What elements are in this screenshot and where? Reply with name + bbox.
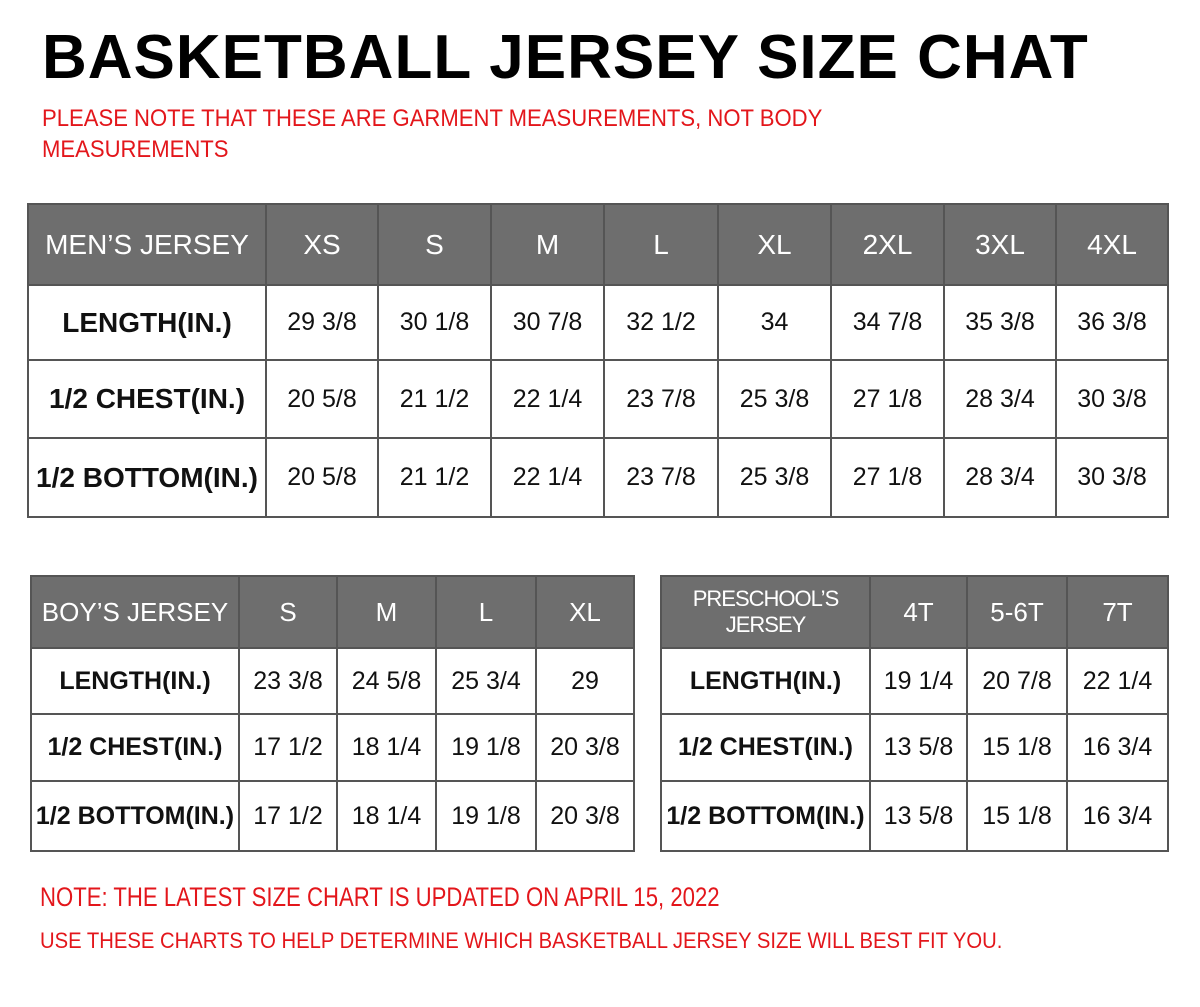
measurement-value: 20 7/8	[966, 647, 1068, 715]
measurement-value: 19 1/8	[435, 713, 537, 782]
measurement-value: 16 3/4	[1066, 713, 1169, 782]
size-header: S	[377, 203, 492, 286]
measurement-value: 15 1/8	[966, 713, 1068, 782]
measurement-value: 16 3/4	[1066, 780, 1169, 852]
measurement-value: 20 3/8	[535, 780, 635, 852]
measurement-value: 17 1/2	[238, 713, 338, 782]
measurement-value: 34 7/8	[830, 284, 945, 361]
measurement-value: 23 3/8	[238, 647, 338, 715]
measurement-label: 1/2 CHEST(IN.)	[27, 359, 267, 439]
measurement-value: 29 3/8	[265, 284, 379, 361]
measurement-value: 21 1/2	[377, 437, 492, 518]
size-header: S	[238, 575, 338, 649]
measurement-value: 36 3/8	[1055, 284, 1169, 361]
measurement-value: 22 1/4	[490, 359, 605, 439]
table-row: 1/2 BOTTOM(IN.) 20 5/8 21 1/2 22 1/4 23 7/8 2…	[27, 437, 1169, 518]
measurement-value: 28 3/4	[943, 437, 1057, 518]
table-title: MEN’S JERSEY	[27, 203, 267, 286]
header-row: PRESCHOOL’S JERSEY 4T 5-6T 7T	[660, 575, 1169, 649]
size-header: L	[603, 203, 719, 286]
size-header: 4XL	[1055, 203, 1169, 286]
measurement-value: 25 3/4	[435, 647, 537, 715]
table-title: BOY’S JERSEY	[30, 575, 240, 649]
size-header: 3XL	[943, 203, 1057, 286]
table-row: LENGTH(IN.) 19 1/4 20 7/8 22 1/4	[660, 647, 1169, 715]
size-header: M	[490, 203, 605, 286]
measurement-value: 30 7/8	[490, 284, 605, 361]
measurement-value: 15 1/8	[966, 780, 1068, 852]
measurement-label: 1/2 CHEST(IN.)	[30, 713, 240, 782]
measurement-value: 17 1/2	[238, 780, 338, 852]
boys-size-table: BOY’S JERSEY S M L XL LENGTH(IN.) 23 3/8 24 5/8…	[30, 575, 635, 852]
measurement-value: 25 3/8	[717, 359, 832, 439]
size-header: XL	[535, 575, 635, 649]
measurement-value: 28 3/4	[943, 359, 1057, 439]
measurement-label: 1/2 BOTTOM(IN.)	[660, 780, 871, 852]
measurement-value: 20 5/8	[265, 437, 379, 518]
update-note: NOTE: THE LATEST SIZE CHART IS UPDATED O…	[40, 882, 720, 912]
measurement-value: 20 3/8	[535, 713, 635, 782]
measurement-value: 18 1/4	[336, 713, 437, 782]
measurement-label: LENGTH(IN.)	[27, 284, 267, 361]
table-title: PRESCHOOL’S JERSEY	[660, 575, 871, 649]
size-header: 4T	[869, 575, 968, 649]
table-row: LENGTH(IN.) 29 3/8 30 1/8 30 7/8 32 1/2 34 34 …	[27, 284, 1169, 361]
header-row: MEN’S JERSEY XS S M L XL 2XL 3XL 4XL	[27, 203, 1169, 286]
measurement-value: 13 5/8	[869, 780, 968, 852]
size-header: L	[435, 575, 537, 649]
usage-note: USE THESE CHARTS TO HELP DETERMINE WHICH…	[40, 928, 1003, 953]
measurement-value: 30 3/8	[1055, 359, 1169, 439]
measurement-label: 1/2 BOTTOM(IN.)	[27, 437, 267, 518]
table-row: 1/2 BOTTOM(IN.) 17 1/2 18 1/4 19 1/8 20 3/8	[30, 780, 635, 852]
measurement-label: LENGTH(IN.)	[30, 647, 240, 715]
mens-size-table: MEN’S JERSEY XS S M L XL 2XL 3XL 4XL LENGTH(IN.) 2…	[27, 203, 1169, 518]
measurement-value: 24 5/8	[336, 647, 437, 715]
measurement-value: 13 5/8	[869, 713, 968, 782]
measurement-value: 30 3/8	[1055, 437, 1169, 518]
measurement-value: 22 1/4	[490, 437, 605, 518]
size-header: 7T	[1066, 575, 1169, 649]
measurement-label: 1/2 BOTTOM(IN.)	[30, 780, 240, 852]
size-header: XS	[265, 203, 379, 286]
size-header: 5-6T	[966, 575, 1068, 649]
measurement-value: 27 1/8	[830, 437, 945, 518]
measurement-value: 23 7/8	[603, 437, 719, 518]
measurement-value: 34	[717, 284, 832, 361]
table-row: 1/2 BOTTOM(IN.) 13 5/8 15 1/8 16 3/4	[660, 780, 1169, 852]
measurement-value: 30 1/8	[377, 284, 492, 361]
measurement-value: 29	[535, 647, 635, 715]
table-row: 1/2 CHEST(IN.) 17 1/2 18 1/4 19 1/8 20 3/8	[30, 713, 635, 782]
page-title: BASKETBALL JERSEY SIZE CHAT	[42, 23, 1089, 92]
measurement-value: 25 3/8	[717, 437, 832, 518]
size-header: 2XL	[830, 203, 945, 286]
measurement-value: 19 1/8	[435, 780, 537, 852]
measurement-label: 1/2 CHEST(IN.)	[660, 713, 871, 782]
measurement-value: 18 1/4	[336, 780, 437, 852]
size-header: M	[336, 575, 437, 649]
preschool-size-table: PRESCHOOL’S JERSEY 4T 5-6T 7T LENGTH(IN.) 19 …	[660, 575, 1169, 852]
measurement-value: 35 3/8	[943, 284, 1057, 361]
measurement-label: LENGTH(IN.)	[660, 647, 871, 715]
table-row: 1/2 CHEST(IN.) 20 5/8 21 1/2 22 1/4 23 7/8 25…	[27, 359, 1169, 439]
garment-note: PLEASE NOTE THAT THESE ARE GARMENT MEASU…	[42, 105, 822, 163]
measurement-value: 32 1/2	[603, 284, 719, 361]
measurement-value: 20 5/8	[265, 359, 379, 439]
measurement-value: 23 7/8	[603, 359, 719, 439]
table-row: 1/2 CHEST(IN.) 13 5/8 15 1/8 16 3/4	[660, 713, 1169, 782]
header-row: BOY’S JERSEY S M L XL	[30, 575, 635, 649]
size-header: XL	[717, 203, 832, 286]
measurement-value: 19 1/4	[869, 647, 968, 715]
measurement-value: 21 1/2	[377, 359, 492, 439]
measurement-value: 27 1/8	[830, 359, 945, 439]
table-row: LENGTH(IN.) 23 3/8 24 5/8 25 3/4 29	[30, 647, 635, 715]
measurement-value: 22 1/4	[1066, 647, 1169, 715]
